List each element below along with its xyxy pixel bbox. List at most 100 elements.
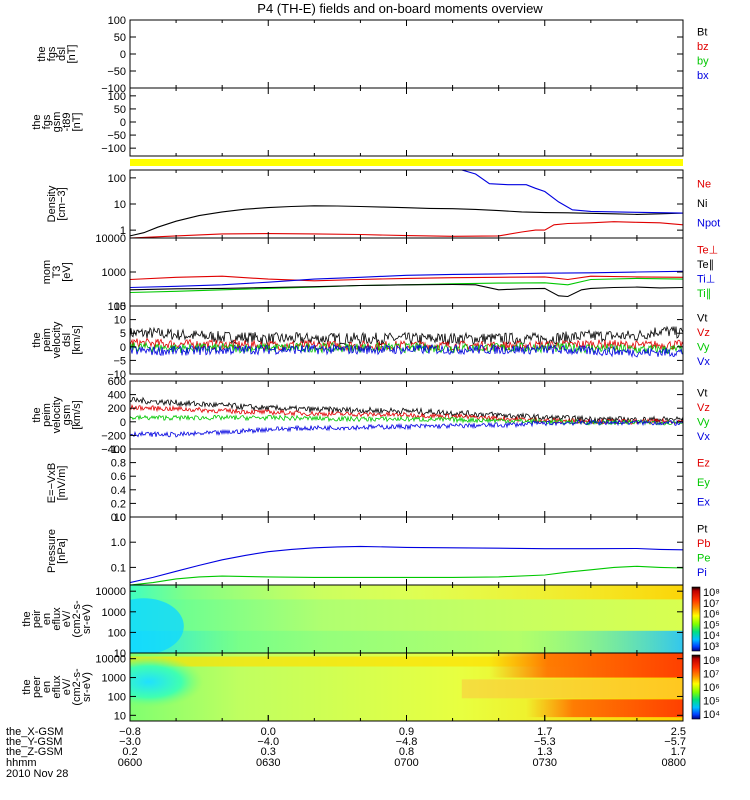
ephemeris-value: −0.8	[119, 726, 141, 738]
y-tick-label: 1.0	[111, 537, 126, 549]
panel-frame	[129, 87, 684, 157]
colorbar-label: 10⁷	[703, 598, 719, 610]
y-tick-label: 0	[120, 49, 126, 61]
y-axis-label-line: eflux	[51, 607, 63, 631]
y-tick-label: −200	[101, 430, 126, 442]
colorbar-label: 10⁸	[703, 587, 720, 599]
legend-entry: Vx	[697, 431, 710, 443]
legend-entry: Vz	[697, 402, 710, 414]
y-axis-label-line: [nT]	[71, 113, 83, 132]
ephemeris-value: 0.3	[261, 746, 276, 758]
ephemeris-value: −3.0	[119, 736, 141, 748]
panel-frame	[129, 305, 684, 375]
legend-entry: bx	[697, 70, 709, 82]
mode-bar	[130, 159, 683, 166]
y-tick-label: 10	[114, 199, 126, 211]
legend-entry: Ne	[697, 179, 711, 191]
y-axis-label-line: [nPa]	[56, 538, 68, 564]
spectrogram-image	[130, 653, 683, 721]
y-axis-label-line: gsm	[61, 405, 73, 426]
legend-entry: Vy	[697, 416, 710, 428]
ephemeris-value: 2.5	[671, 726, 686, 738]
ephemeris-value: 0.9	[399, 726, 414, 738]
legend-entry: Pb	[697, 538, 710, 550]
colorbar-label: 10⁴	[703, 630, 720, 642]
y-axis-label-line: Pressure	[46, 529, 58, 573]
legend-entry: Vt	[697, 387, 707, 399]
panel-frame	[129, 516, 684, 586]
series-line	[130, 205, 683, 237]
series-line	[130, 325, 683, 346]
series-line	[130, 545, 683, 584]
y-axis-label-line: mom	[41, 260, 53, 284]
colorbar-label: 10⁵	[703, 696, 720, 708]
panel-ion-spectrogram: 10⁸10⁷10⁶10⁵10⁴10³10000100010010thepeire…	[21, 584, 720, 660]
legend-entry: Ez	[697, 458, 710, 470]
figure-title: P4 (TH-E) fields and on-board moments ov…	[257, 1, 543, 16]
legend-entry: Ni	[697, 198, 707, 210]
colorbar	[691, 654, 701, 720]
ephemeris-value: 0700	[394, 757, 418, 769]
legend-entry: Pt	[697, 523, 707, 535]
y-tick-label: 100	[108, 627, 126, 639]
y-tick-label: 50	[114, 32, 126, 44]
y-axis-label-line: dsl	[56, 47, 68, 61]
y-axis-label-line: fgs	[41, 114, 53, 129]
spectrogram-image	[130, 585, 683, 653]
y-axis-label-line: sr-eV)	[81, 604, 93, 634]
y-axis-label-line: fgs	[46, 46, 58, 61]
colorbar-label: 10⁸	[703, 655, 720, 667]
y-tick-label: 100	[108, 91, 126, 103]
y-tick-label: 10	[114, 710, 126, 722]
series-line	[130, 343, 683, 358]
y-tick-label: 1000	[102, 267, 126, 279]
ephemeris-row-label: the_X-GSM	[6, 726, 63, 738]
y-tick-label: 15	[114, 301, 126, 313]
y-tick-label: 10000	[95, 654, 126, 666]
y-tick-label: 1000	[102, 607, 126, 619]
y-axis-label-line: sr-eV)	[81, 672, 93, 702]
panel-frame	[129, 19, 684, 89]
y-tick-label: 50	[114, 104, 126, 116]
y-tick-label: 100	[108, 691, 126, 703]
y-axis-label-line: [nT]	[66, 45, 78, 64]
colorbar-label: 10⁴	[703, 709, 720, 721]
y-axis-label-line: eflux	[51, 675, 63, 699]
y-tick-label: −10	[107, 369, 126, 381]
ephemeris-value: 1.7	[671, 746, 686, 758]
y-tick-label: 100	[108, 173, 126, 185]
legend-entry: Ex	[697, 496, 710, 508]
ephemeris-value: 1.7	[537, 726, 552, 738]
y-tick-label: 5	[120, 328, 126, 340]
y-axis-label-line: E=−VxB	[46, 463, 58, 503]
y-tick-label: 200	[108, 403, 126, 415]
y-tick-label: −100	[101, 143, 126, 155]
legend-entry: Te∥	[697, 259, 714, 271]
legend-entry: Vz	[697, 327, 710, 339]
colorbar-label: 10⁵	[703, 619, 720, 631]
y-tick-label: 0.4	[111, 485, 126, 497]
y-tick-label: 0.6	[111, 471, 126, 483]
y-axis-label-line: T3	[51, 266, 63, 279]
y-tick-label: −50	[107, 66, 126, 78]
legend-entry: Te⊥	[697, 244, 718, 256]
series-line	[130, 418, 683, 438]
y-tick-label: 0.8	[111, 458, 126, 470]
legend-entry: Ey	[697, 477, 710, 489]
panel-frame	[129, 169, 684, 239]
y-axis-label-line: [km/s]	[71, 325, 83, 354]
y-axis-label-line: [mV/m]	[56, 466, 68, 501]
y-tick-label: 600	[108, 376, 126, 388]
y-axis-label: Pressure[nPa]	[46, 529, 68, 573]
y-tick-label: 0	[120, 342, 126, 354]
ephemeris-value: 0.8	[399, 746, 414, 758]
ephemeris-value: −4.0	[257, 736, 279, 748]
